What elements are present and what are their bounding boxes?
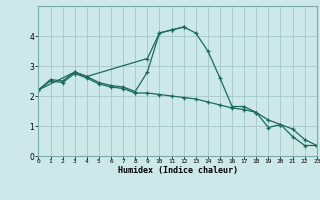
X-axis label: Humidex (Indice chaleur): Humidex (Indice chaleur): [118, 166, 238, 175]
